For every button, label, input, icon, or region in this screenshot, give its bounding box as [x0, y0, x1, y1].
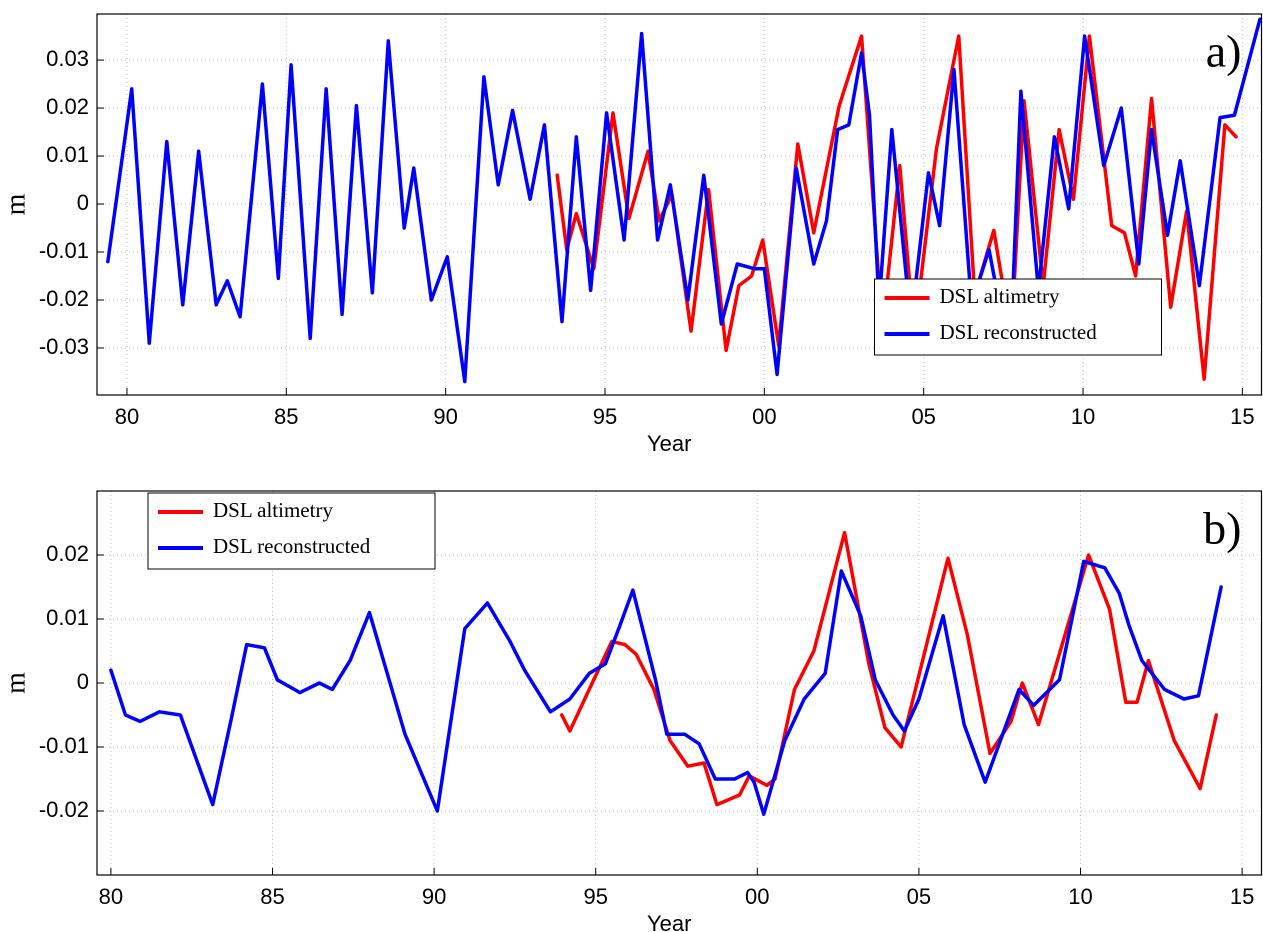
- x-tick-label: 80: [99, 884, 123, 909]
- data-line: [109, 559, 1223, 816]
- x-tick-label: 10: [1071, 404, 1095, 429]
- x-tick-label: 90: [433, 404, 457, 429]
- x-tick-label: 15: [1230, 884, 1254, 909]
- x-tick-label: 85: [274, 404, 298, 429]
- x-tick-label: 95: [583, 884, 607, 909]
- y-tick-label: -0.01: [39, 238, 89, 263]
- y-tick-label: -0.02: [39, 797, 89, 822]
- x-tick-label: 05: [907, 884, 931, 909]
- x-tick-label: 15: [1230, 404, 1254, 429]
- y-tick-label: 0.01: [46, 142, 89, 167]
- x-tick-label: 00: [745, 884, 769, 909]
- x-tick-label: 05: [911, 404, 935, 429]
- y-tick-label: 0.02: [46, 541, 89, 566]
- legend: DSL altimetry DSL reconstructed: [874, 278, 1162, 356]
- y-tick-label: 0: [77, 190, 89, 215]
- x-tick-label: 00: [752, 404, 776, 429]
- data-line: [560, 530, 1218, 807]
- panel: 80 85 90 95 00 05 10 15 -0.03 -0.02 -0.01 0 0.01 0.02…: [0, 13, 1263, 456]
- legend-label: DSL altimetry: [940, 284, 1060, 308]
- legend: DSL altimetry DSL reconstructed: [147, 492, 436, 570]
- x-axis-label: Year: [647, 431, 691, 456]
- panel-annotation: b): [1203, 503, 1241, 554]
- data-line: [106, 17, 1262, 384]
- legend-box: [874, 278, 1162, 356]
- y-tick-label: 0: [77, 669, 89, 694]
- legend-label: DSL altimetry: [213, 498, 333, 522]
- x-axis-label: Year: [647, 911, 691, 932]
- data-line: [555, 34, 1238, 381]
- y-tick-label: -0.01: [39, 733, 89, 758]
- plot-frame: [96, 13, 1263, 396]
- x-tick-label: 10: [1068, 884, 1092, 909]
- x-tick-label: 95: [593, 404, 617, 429]
- panel-annotation: a): [1206, 26, 1242, 77]
- x-tick-label: 80: [115, 404, 139, 429]
- x-tick-label: 85: [260, 884, 284, 909]
- panel: 80 85 90 95 00 05 10 15 -0.02 -0.01 0 0.01 0.02 Year m…: [0, 490, 1263, 932]
- legend-box: [147, 492, 436, 570]
- plot-frame: [96, 490, 1263, 876]
- x-tick-label: 90: [422, 884, 446, 909]
- legend-label: DSL reconstructed: [213, 534, 371, 558]
- y-axis-label: m: [0, 672, 31, 694]
- y-tick-label: -0.02: [39, 286, 89, 311]
- y-tick-label: 0.02: [46, 94, 89, 119]
- y-tick-label: -0.03: [39, 334, 89, 359]
- y-tick-label: 0.03: [46, 46, 89, 71]
- y-tick-label: 0.01: [46, 605, 89, 630]
- y-axis-label: m: [0, 193, 31, 215]
- legend-label: DSL reconstructed: [940, 320, 1098, 344]
